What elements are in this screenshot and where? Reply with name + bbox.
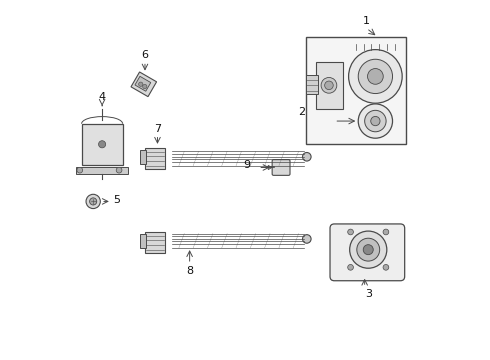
Bar xyxy=(306,75,318,94)
Text: 4: 4 xyxy=(98,92,106,102)
Circle shape xyxy=(357,238,380,261)
Circle shape xyxy=(77,167,83,173)
Bar xyxy=(76,167,128,174)
Circle shape xyxy=(302,235,311,243)
Bar xyxy=(131,72,157,96)
Circle shape xyxy=(90,198,97,205)
FancyBboxPatch shape xyxy=(272,159,290,175)
Circle shape xyxy=(116,167,122,173)
Text: 5: 5 xyxy=(113,195,120,204)
Circle shape xyxy=(371,116,380,126)
Circle shape xyxy=(98,141,106,148)
Circle shape xyxy=(358,104,392,138)
Circle shape xyxy=(383,229,389,235)
Circle shape xyxy=(368,68,383,84)
Bar xyxy=(306,37,406,144)
Circle shape xyxy=(348,229,353,235)
Circle shape xyxy=(383,265,389,270)
Text: 6: 6 xyxy=(142,50,148,60)
Circle shape xyxy=(350,231,387,268)
Bar xyxy=(140,234,146,248)
Circle shape xyxy=(143,84,147,89)
Bar xyxy=(135,76,151,91)
Bar xyxy=(145,232,165,253)
Text: 7: 7 xyxy=(154,123,161,134)
Text: 2: 2 xyxy=(298,107,306,117)
Polygon shape xyxy=(268,165,272,170)
Circle shape xyxy=(86,194,100,208)
Bar xyxy=(81,124,122,165)
Circle shape xyxy=(321,77,337,93)
Text: 8: 8 xyxy=(186,266,193,276)
Text: 3: 3 xyxy=(365,289,372,299)
Circle shape xyxy=(139,82,143,86)
Circle shape xyxy=(325,81,333,90)
Bar xyxy=(317,62,343,109)
Text: 9: 9 xyxy=(243,159,250,170)
FancyBboxPatch shape xyxy=(330,224,405,281)
Circle shape xyxy=(358,59,392,94)
Circle shape xyxy=(348,265,353,270)
Circle shape xyxy=(363,245,373,255)
Bar xyxy=(145,148,165,169)
Circle shape xyxy=(348,50,402,103)
Text: 1: 1 xyxy=(363,17,370,26)
Circle shape xyxy=(302,153,311,161)
Bar xyxy=(140,150,146,164)
Circle shape xyxy=(365,111,386,132)
